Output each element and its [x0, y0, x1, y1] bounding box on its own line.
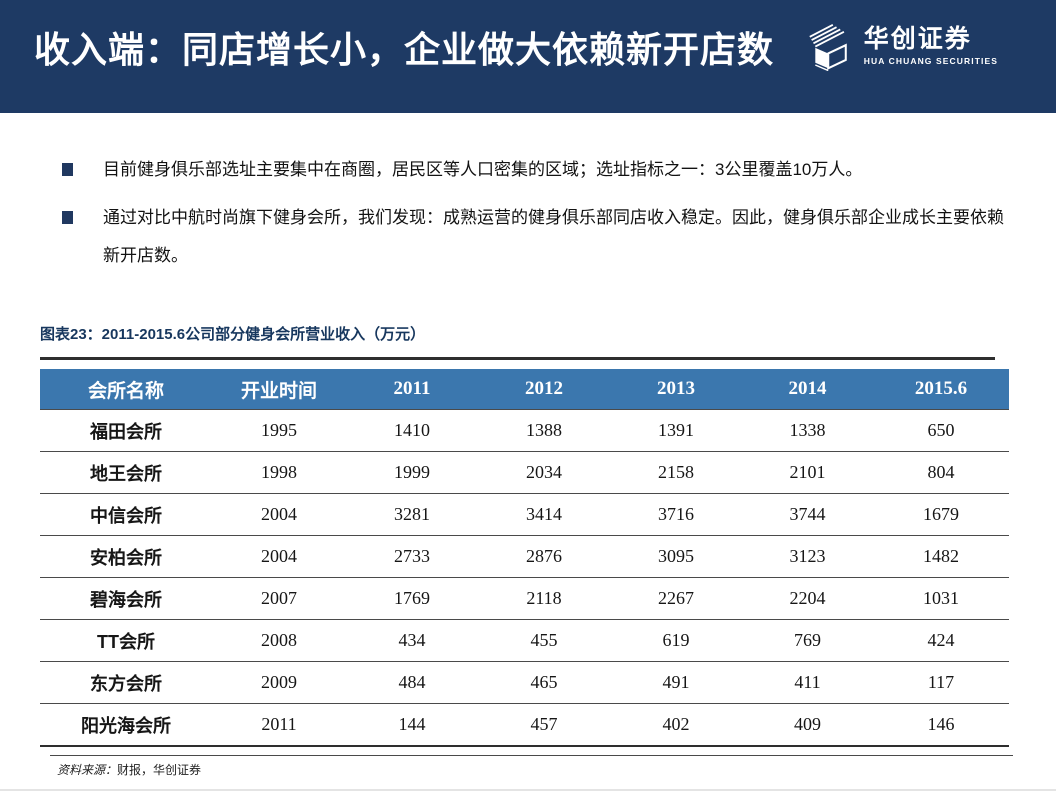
value-cell: 434: [346, 619, 478, 662]
slide-header: 收入端：同店增长小，企业做大依赖新开店数: [0, 0, 1056, 113]
value-cell: 1998: [212, 451, 346, 494]
value-cell: 2011: [212, 703, 346, 747]
value-cell: 424: [873, 619, 1009, 662]
value-cell: 3716: [610, 493, 742, 536]
bullet-item: 通过对比中航时尚旗下健身会所，我们发现：成熟运营的健身俱乐部同店收入稳定。因此，…: [62, 199, 1016, 275]
club-name-cell: 地王会所: [40, 451, 212, 494]
value-cell: 2004: [212, 493, 346, 536]
value-cell: 1679: [873, 493, 1009, 536]
value-cell: 1482: [873, 535, 1009, 578]
club-name-cell: 阳光海会所: [40, 703, 212, 747]
source-note: 资料来源：财报，华创证券: [57, 761, 995, 778]
column-header: 2015.6: [873, 369, 1009, 410]
club-name-cell: 安柏会所: [40, 535, 212, 578]
table-body: 福田会所 1995 1410 1388 1391 1338 650 地王会所 1998 1999 2…: [40, 409, 1009, 747]
bullet-text: 通过对比中航时尚旗下健身会所，我们发现：成熟运营的健身俱乐部同店收入稳定。因此，…: [103, 208, 1004, 265]
value-cell: 144: [346, 703, 478, 747]
brand-text: 华创证券 HUA CHUANG SECURITIES: [863, 25, 998, 67]
table-row: 阳光海会所 2011 144 457 402 409 146: [40, 703, 1009, 747]
value-cell: 2004: [212, 535, 346, 578]
column-header: 开业时间: [212, 369, 346, 410]
column-header: 2011: [346, 369, 478, 410]
club-name-cell: 碧海会所: [40, 577, 212, 620]
value-cell: 3744: [742, 493, 873, 536]
club-name-cell: 东方会所: [40, 661, 212, 704]
value-cell: 650: [873, 409, 1009, 452]
value-cell: 465: [478, 661, 610, 704]
source-divider: [50, 755, 1013, 756]
figure-caption: 图表23：2011-2015.6公司部分健身会所营业收入（万元）: [40, 326, 426, 343]
value-cell: 409: [742, 703, 873, 747]
value-cell: 1995: [212, 409, 346, 452]
figure-23: 图表23：2011-2015.6公司部分健身会所营业收入（万元） 会所名称 开业时…: [40, 323, 1013, 778]
value-cell: 1388: [478, 409, 610, 452]
value-cell: 3095: [610, 535, 742, 578]
column-header: 2012: [478, 369, 610, 410]
huachuang-cube-icon: [807, 23, 855, 71]
value-cell: 3281: [346, 493, 478, 536]
value-cell: 3414: [478, 493, 610, 536]
page-bottom-divider: [0, 789, 1056, 791]
value-cell: 457: [478, 703, 610, 747]
value-cell: 146: [873, 703, 1009, 747]
brand-name: 华创证券: [863, 25, 972, 53]
value-cell: 2008: [212, 619, 346, 662]
value-cell: 804: [873, 451, 1009, 494]
value-cell: 1391: [610, 409, 742, 452]
square-bullet-icon: [62, 211, 73, 224]
column-header: 2013: [610, 369, 742, 410]
revenue-table: 会所名称 开业时间 2011 2012 2013 2014 2015.6 福田会所 1995 1…: [40, 369, 1009, 747]
club-name-cell: 福田会所: [40, 409, 212, 452]
value-cell: 484: [346, 661, 478, 704]
club-name-cell: TT会所: [40, 619, 212, 662]
column-header: 会所名称: [40, 369, 212, 410]
value-cell: 2733: [346, 535, 478, 578]
brand-subtitle: HUA CHUANG SECURITIES: [863, 56, 998, 66]
source-text: 财报，华创证券: [117, 763, 202, 777]
bullet-list: 目前健身俱乐部选址主要集中在商圈，居民区等人口密集的区域；选址指标之一：3公里覆…: [62, 151, 1016, 275]
value-cell: 1769: [346, 577, 478, 620]
table-row: 中信会所 2004 3281 3414 3716 3744 1679: [40, 493, 1009, 536]
revenue-table-wrap: 会所名称 开业时间 2011 2012 2013 2014 2015.6 福田会所 1995 1…: [40, 357, 1009, 747]
value-cell: 1999: [346, 451, 478, 494]
value-cell: 769: [742, 619, 873, 662]
brand-logo: 华创证券 HUA CHUANG SECURITIES: [807, 23, 998, 71]
table-row: 地王会所 1998 1999 2034 2158 2101 804: [40, 451, 1009, 494]
source-label: 资料来源：: [57, 763, 118, 777]
square-bullet-icon: [62, 163, 73, 176]
value-cell: 2101: [742, 451, 873, 494]
table-row: TT会所 2008 434 455 619 769 424: [40, 619, 1009, 662]
value-cell: 402: [610, 703, 742, 747]
page-title: 收入端：同店增长小，企业做大依赖新开店数: [34, 28, 775, 70]
table-row: 东方会所 2009 484 465 491 411 117: [40, 661, 1009, 704]
club-name-cell: 中信会所: [40, 493, 212, 536]
value-cell: 2007: [212, 577, 346, 620]
value-cell: 2158: [610, 451, 742, 494]
value-cell: 2009: [212, 661, 346, 704]
value-cell: 455: [478, 619, 610, 662]
value-cell: 411: [742, 661, 873, 704]
bullet-text: 目前健身俱乐部选址主要集中在商圈，居民区等人口密集的区域；选址指标之一：3公里覆…: [103, 160, 863, 179]
value-cell: 619: [610, 619, 742, 662]
value-cell: 3123: [742, 535, 873, 578]
value-cell: 491: [610, 661, 742, 704]
value-cell: 2118: [478, 577, 610, 620]
table-row: 安柏会所 2004 2733 2876 3095 3123 1482: [40, 535, 1009, 578]
value-cell: 1338: [742, 409, 873, 452]
value-cell: 2876: [478, 535, 610, 578]
value-cell: 1410: [346, 409, 478, 452]
bullet-item: 目前健身俱乐部选址主要集中在商圈，居民区等人口密集的区域；选址指标之一：3公里覆…: [62, 151, 1016, 189]
value-cell: 2034: [478, 451, 610, 494]
value-cell: 2204: [742, 577, 873, 620]
table-row: 碧海会所 2007 1769 2118 2267 2204 1031: [40, 577, 1009, 620]
value-cell: 2267: [610, 577, 742, 620]
value-cell: 117: [873, 661, 1009, 704]
column-header: 2014: [742, 369, 873, 410]
table-header-row: 会所名称 开业时间 2011 2012 2013 2014 2015.6: [40, 369, 1009, 410]
value-cell: 1031: [873, 577, 1009, 620]
table-row: 福田会所 1995 1410 1388 1391 1338 650: [40, 409, 1009, 452]
